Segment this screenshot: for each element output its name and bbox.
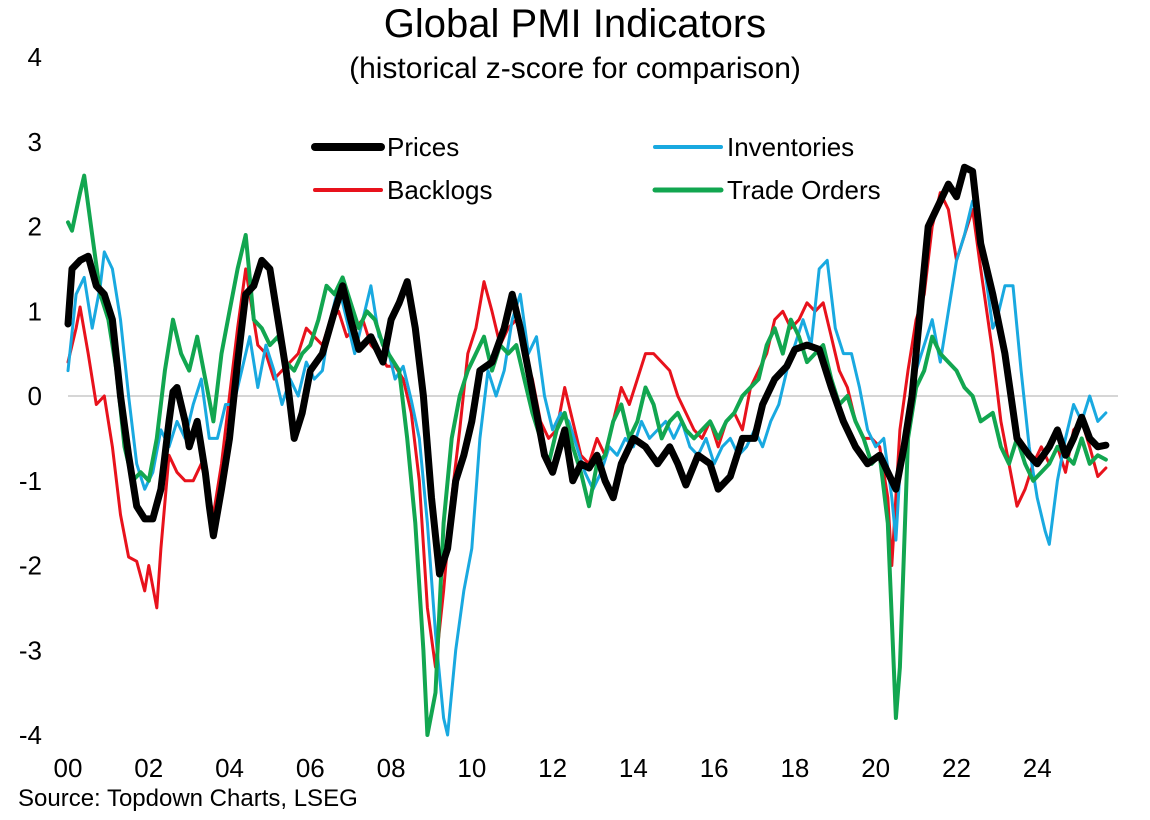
y-tick-label: 1 xyxy=(28,296,42,326)
x-tick-label: 16 xyxy=(700,753,729,780)
chart-subtitle: (historical z-score for comparison) xyxy=(349,52,801,85)
x-tick-label: 08 xyxy=(377,753,406,780)
y-tick-label: -4 xyxy=(19,720,42,750)
y-tick-label: -3 xyxy=(19,635,42,665)
y-tick-label: 3 xyxy=(28,127,42,157)
legend-label: Backlogs xyxy=(387,175,493,205)
legend-label: Trade Orders xyxy=(727,175,881,205)
y-tick-label: -1 xyxy=(19,466,42,496)
x-tick-label: 18 xyxy=(780,753,809,780)
y-tick-label: 4 xyxy=(28,42,42,72)
legend-label: Inventories xyxy=(727,132,854,162)
y-tick-label: 0 xyxy=(28,381,42,411)
x-tick-label: 14 xyxy=(619,753,648,780)
x-tick-label: 00 xyxy=(54,753,83,780)
y-tick-label: 2 xyxy=(28,212,42,242)
chart-title: Global PMI Indicators xyxy=(383,2,767,46)
series-line-backlogs xyxy=(66,191,1108,669)
x-tick-label: 02 xyxy=(134,753,163,780)
x-tick-label: 04 xyxy=(215,753,244,780)
x-tick-label: 12 xyxy=(538,753,567,780)
x-tick-label: 24 xyxy=(1023,753,1052,780)
series-line-trade-orders xyxy=(66,173,1108,737)
series-line-prices xyxy=(64,163,1110,578)
x-tick-label: 06 xyxy=(296,753,325,780)
x-tick-label: 10 xyxy=(457,753,486,780)
x-tick-label: 20 xyxy=(861,753,890,780)
source-note: Source: Topdown Charts, LSEG xyxy=(18,785,358,812)
y-tick-label: -2 xyxy=(19,551,42,581)
legend-label: Prices xyxy=(387,132,459,162)
x-tick-label: 22 xyxy=(942,753,971,780)
